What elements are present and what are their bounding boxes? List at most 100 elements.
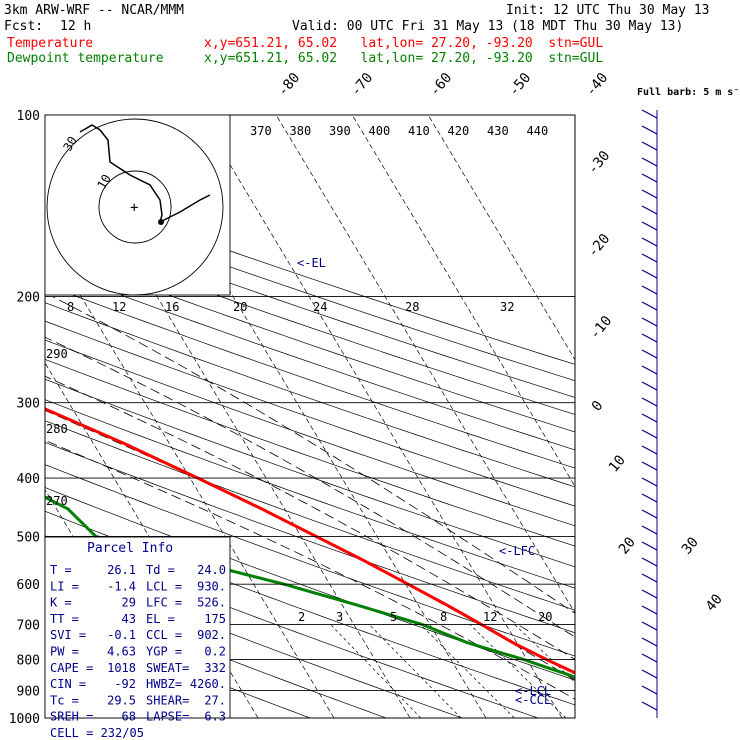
wind-barb [641, 653, 658, 663]
mixing-ratio-line [514, 624, 575, 683]
isotherm-label: -50 [506, 70, 535, 100]
dry-adiabat [45, 184, 575, 365]
wind-barbs [641, 109, 658, 718]
forecast-hour: 12 h [60, 19, 92, 34]
hodograph-ring-label: 10 [94, 172, 113, 192]
wind-barb [641, 477, 658, 487]
mixing-ratio-line [420, 624, 515, 718]
parcel-label: T = [50, 563, 72, 577]
parcel-label: SREH = [50, 710, 93, 724]
isotherm-label: 40 [703, 591, 726, 614]
parcel-label: CAPE = [50, 661, 93, 675]
wind-barb [641, 669, 658, 679]
barb-legend: Full barb: 5 m s⁻¹ [637, 87, 740, 98]
wind-barb [641, 269, 658, 279]
parcel-info-box: Parcel Info T = 26.1 Td = 24.0 LI = -1.4 LCL = 9… [44, 536, 231, 740]
parcel-label: Tc = [50, 693, 79, 707]
parcel-label: CCL = [146, 628, 182, 642]
pressure-tick-label: 900 [17, 684, 40, 699]
isotherm-label: -40 [583, 70, 612, 100]
wind-speed-tick: 16 [165, 300, 179, 314]
dry-adiabat [45, 302, 575, 488]
mixing-ratio-label: 5 [390, 610, 397, 624]
dry-adiabat [45, 249, 575, 433]
wind-barb [641, 573, 658, 583]
parcel-label: YGP = [146, 645, 182, 659]
mixing-ratio-label: 8 [440, 610, 447, 624]
dry-adiabat [45, 216, 575, 398]
pressure-tick-label: 800 [17, 654, 40, 669]
parcel-value: 24.0 [197, 563, 226, 577]
isotherm-line [275, 115, 575, 614]
wind-barb [641, 637, 658, 647]
isotherm-line [351, 115, 575, 488]
valid-time: Valid: 00 UTC Fri 31 May 13 (18 MDT Thu … [292, 19, 684, 34]
pressure-tick-label: 400 [17, 472, 40, 487]
wind-speed-tick: 32 [500, 300, 514, 314]
parcel-label: LI = [50, 579, 79, 593]
isotherm-label: 20 [616, 534, 639, 557]
model-title: 3km ARW-WRF -- NCAR/MMM [4, 3, 185, 18]
parcel-label: TT = [50, 612, 79, 626]
theta-side-label: 280 [46, 422, 68, 436]
parcel-value: 175 [204, 612, 226, 626]
mixing-ratio-label: 20 [538, 610, 552, 624]
isotherm-label: 0 [589, 398, 607, 415]
dry-adiabat [45, 399, 575, 589]
parcel-label: LCL = [146, 579, 182, 593]
mixing-ratio-line [469, 624, 567, 718]
isotherm-line [427, 115, 575, 361]
hodograph-frame [44, 114, 231, 296]
parcel-value: 1018 [107, 661, 136, 675]
isotherm-label: -70 [348, 70, 377, 100]
dry-adiabat [45, 266, 575, 451]
dewpoint-series-info: x,y=651.21, 65.02 lat,lon= 27.20, -93.20… [204, 51, 604, 66]
wind-barb [641, 349, 658, 359]
wind-barb [641, 429, 658, 439]
wind-barb [641, 445, 658, 455]
wind-speed-tick: 24 [313, 300, 327, 314]
mixing-ratio-label: 12 [483, 610, 497, 624]
parcel-cell: CELL = 232/05 [50, 726, 144, 740]
wind-speed-tick: 8 [67, 300, 74, 314]
level-annotation: <-LFC [499, 544, 535, 558]
wind-barb [641, 541, 658, 551]
pressure-tick-label: 1000 [9, 712, 40, 727]
isotherm-label: -80 [275, 70, 304, 100]
hodograph-ring [46, 118, 224, 296]
pressure-tick-label: 600 [17, 578, 40, 593]
dry-adiabat [45, 464, 575, 657]
parcel-label: K = [50, 596, 72, 610]
dry-adiabat [45, 284, 575, 469]
parcel-value: 4260. [190, 677, 226, 691]
isotherm-label: -10 [587, 313, 616, 343]
wind-barb [641, 397, 658, 407]
wind-barb [641, 141, 658, 151]
wind-barb [641, 621, 658, 631]
level-annotation: <-EL [297, 256, 326, 270]
wind-barb [641, 365, 658, 375]
dry-adiabat [45, 378, 575, 568]
moist-adiabat [45, 439, 575, 700]
wind-barb [641, 253, 658, 263]
dewpoint-series-name: Dewpoint temperature [7, 51, 164, 66]
dry-adiabat [45, 420, 575, 611]
pressure-tick-label: 100 [17, 109, 40, 124]
temperature-series-name: Temperature [7, 36, 94, 51]
parcel-value: 6.3 [204, 710, 226, 724]
wind-barb [641, 493, 658, 503]
theta-label: 410 [408, 124, 430, 138]
parcel-label: SHEAR= [146, 693, 189, 707]
wind-barb [641, 701, 658, 711]
theta-label: 440 [527, 124, 549, 138]
parcel-value: -92 [114, 677, 136, 691]
parcel-label: SVI = [50, 628, 86, 642]
isotherm-label: 30 [679, 534, 702, 557]
parcel-label: LFC = [146, 596, 182, 610]
level-annotation: <-LCL [515, 684, 551, 698]
wind-barb [641, 157, 658, 167]
hodograph-trace [79, 124, 211, 224]
parcel-label: CIN = [50, 677, 86, 691]
mixing-ratio-label: 2 [298, 610, 305, 624]
